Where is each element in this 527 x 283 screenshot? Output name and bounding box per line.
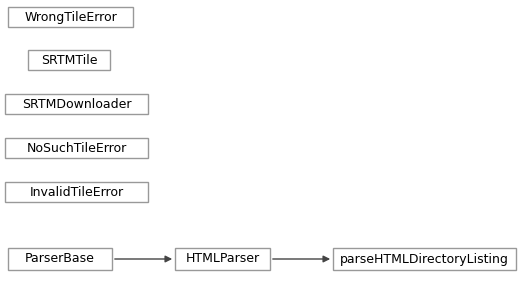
FancyBboxPatch shape [5, 182, 148, 202]
FancyBboxPatch shape [28, 50, 110, 70]
FancyBboxPatch shape [8, 7, 133, 27]
Text: InvalidTileError: InvalidTileError [30, 185, 123, 198]
Text: ParserBase: ParserBase [25, 252, 95, 265]
Text: HTMLParser: HTMLParser [186, 252, 260, 265]
Text: NoSuchTileError: NoSuchTileError [26, 142, 126, 155]
FancyBboxPatch shape [5, 94, 148, 114]
Text: SRTMDownloader: SRTMDownloader [22, 98, 131, 110]
FancyBboxPatch shape [175, 248, 270, 270]
FancyBboxPatch shape [333, 248, 516, 270]
FancyBboxPatch shape [5, 138, 148, 158]
Text: parseHTMLDirectoryListing: parseHTMLDirectoryListing [340, 252, 509, 265]
Text: WrongTileError: WrongTileError [24, 10, 117, 23]
FancyBboxPatch shape [8, 248, 112, 270]
Text: SRTMTile: SRTMTile [41, 53, 97, 67]
